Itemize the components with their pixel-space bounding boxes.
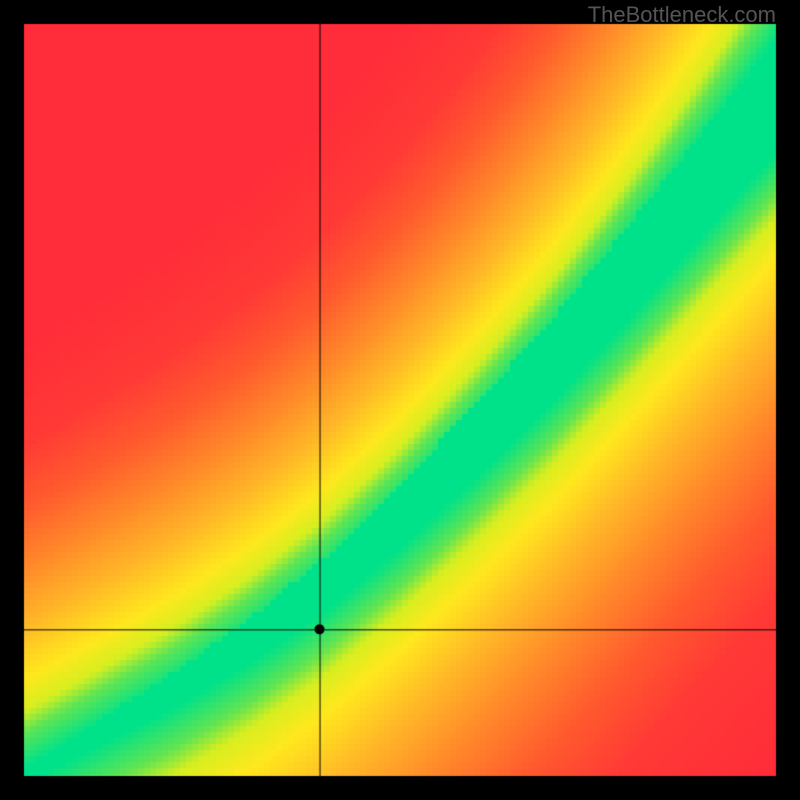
watermark-text: TheBottleneck.com — [588, 2, 776, 28]
bottleneck-heatmap-chart — [0, 0, 800, 800]
chart-container: TheBottleneck.com — [0, 0, 800, 800]
